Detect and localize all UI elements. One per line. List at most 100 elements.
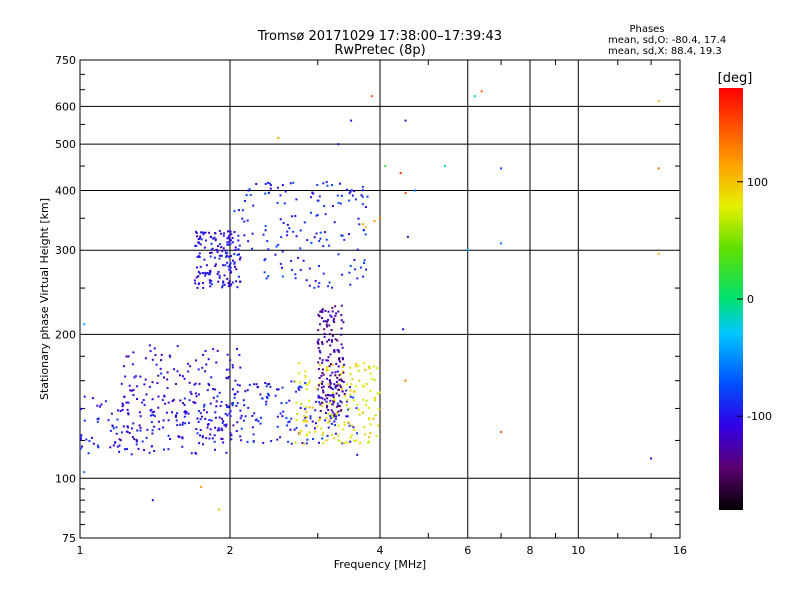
scatter-point — [205, 264, 208, 267]
scatter-point — [203, 408, 206, 411]
scatter-point — [243, 404, 246, 407]
scatter-point — [230, 233, 233, 236]
scatter-point — [224, 264, 227, 267]
scatter-point — [142, 399, 145, 401]
scatter-point — [260, 416, 262, 419]
scatter-point — [241, 209, 244, 212]
scatter-point — [402, 328, 405, 331]
scatter-point — [127, 355, 130, 358]
scatter-point — [183, 404, 186, 406]
scatter-point — [337, 434, 340, 437]
scatter-point — [167, 448, 170, 451]
scatter-point — [328, 419, 331, 422]
scatter-point — [337, 310, 340, 313]
scatter-point — [220, 427, 223, 430]
scatter-point — [338, 374, 341, 377]
scatter-point — [292, 230, 295, 233]
scatter-point — [100, 403, 103, 406]
scatter-point — [153, 415, 156, 418]
scatter-point — [324, 394, 327, 397]
scatter-point — [198, 382, 201, 385]
scatter-point — [150, 421, 153, 424]
scatter-point — [181, 436, 184, 439]
scatter-point — [104, 400, 107, 403]
scatter-point — [211, 437, 214, 440]
scatter-point — [199, 243, 202, 246]
scatter-point — [373, 379, 376, 381]
scatter-point — [266, 240, 269, 243]
scatter-point — [146, 428, 149, 431]
scatter-point — [321, 434, 324, 437]
scatter-point — [223, 424, 226, 427]
scatter-point — [279, 218, 282, 221]
scatter-point — [199, 412, 202, 415]
scatter-point — [316, 340, 319, 343]
scatter-point — [220, 232, 222, 235]
scatter-point — [341, 364, 344, 367]
scatter-point — [244, 415, 247, 418]
scatter-point — [215, 400, 218, 403]
x-tick-label: 8 — [527, 544, 534, 557]
scatter-point — [175, 419, 178, 422]
scatter-point — [217, 427, 220, 430]
scatter-point — [299, 247, 302, 250]
scatter-point — [158, 428, 161, 431]
scatter-point — [112, 444, 115, 447]
scatter-point — [308, 399, 310, 402]
scatter-point — [187, 412, 190, 415]
scatter-point — [308, 406, 311, 409]
scatter-point — [209, 270, 212, 273]
scatter-point — [340, 319, 343, 322]
scatter-point — [203, 258, 206, 261]
scatter-point — [219, 404, 222, 407]
scatter-point — [194, 244, 197, 247]
scatter-point — [336, 405, 339, 408]
scatter-point — [236, 390, 239, 393]
scatter-point — [290, 442, 293, 445]
scatter-point — [214, 448, 216, 451]
scatter-point — [290, 268, 293, 271]
scatter-point — [218, 391, 221, 394]
scatter-point — [199, 418, 202, 421]
scatter-point — [317, 384, 320, 387]
scatter-point — [305, 442, 308, 445]
scatter-point — [328, 365, 331, 368]
scatter-point — [277, 137, 280, 139]
scatter-point — [276, 186, 279, 189]
scatter-point — [334, 371, 337, 374]
scatter-point — [319, 231, 322, 234]
scatter-point — [319, 396, 322, 399]
scatter-point — [366, 195, 369, 198]
scatter-point — [151, 432, 154, 435]
scatter-point — [225, 368, 228, 371]
scatter-point — [210, 283, 213, 286]
scatter-point — [342, 380, 345, 383]
scatter-point — [340, 234, 343, 237]
scatter-point — [171, 411, 173, 414]
scatter-point — [339, 400, 342, 403]
scatter-point — [297, 256, 300, 259]
scatter-point — [343, 394, 346, 397]
scatter-point — [199, 265, 202, 268]
scatter-point — [364, 233, 367, 236]
scatter-point — [305, 424, 308, 427]
colorbar-ticks: 100 0 -100 — [737, 176, 772, 423]
scatter-point — [245, 194, 248, 197]
scatter-point — [332, 393, 335, 396]
scatter-point — [265, 403, 268, 406]
scatter-point — [277, 243, 280, 246]
scatter-point — [294, 441, 297, 444]
scatter-point — [361, 195, 364, 198]
scatter-point — [136, 429, 139, 432]
scatter-point — [337, 439, 340, 442]
scatter-point — [132, 394, 135, 397]
scatter-point — [353, 439, 356, 442]
scatter-point — [335, 392, 338, 395]
chart-title-line1: Tromsø 20171029 17:38:00–17:39:43 — [257, 29, 502, 44]
scatter-point — [116, 418, 119, 421]
scatter-point — [323, 335, 326, 338]
scatter-point — [335, 362, 338, 365]
scatter-point — [224, 252, 227, 255]
scatter-point — [318, 349, 321, 352]
